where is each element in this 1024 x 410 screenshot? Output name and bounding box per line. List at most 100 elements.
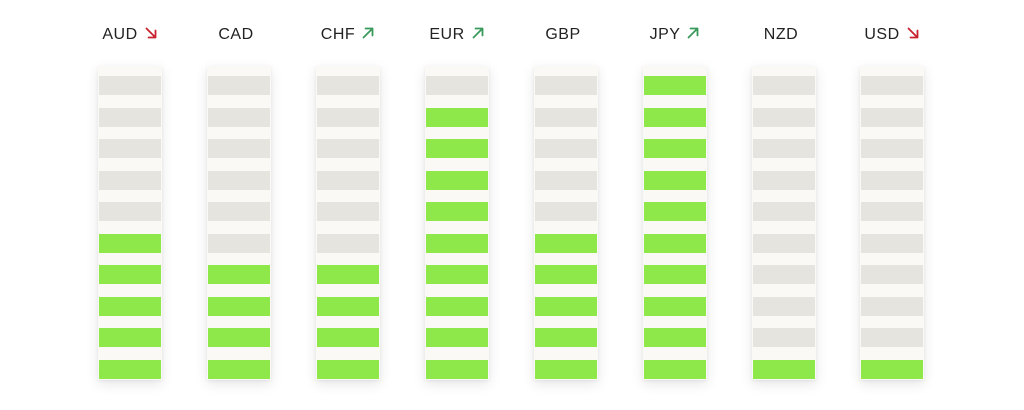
strength-segment-inactive — [208, 108, 270, 127]
strength-segment-active — [426, 171, 488, 190]
currency-header: CHF — [286, 24, 410, 46]
strength-segment-inactive — [317, 76, 379, 95]
strength-segment-inactive — [535, 108, 597, 127]
strength-bar — [860, 66, 924, 380]
strength-segment-active — [426, 139, 488, 158]
strength-bar — [534, 66, 598, 380]
currency-column-gbp: GBP — [534, 0, 598, 410]
currency-header: JPY — [613, 24, 737, 46]
strength-segment-active — [208, 265, 270, 284]
strength-segment-inactive — [753, 234, 815, 253]
strength-segment-inactive — [208, 76, 270, 95]
strength-segment-inactive — [861, 328, 923, 347]
strength-segment-inactive — [753, 76, 815, 95]
strength-segment-active — [208, 328, 270, 347]
strength-segment-active — [99, 265, 161, 284]
strength-segment-inactive — [753, 171, 815, 190]
currency-header: EUR — [395, 24, 519, 46]
strength-segment-active — [317, 297, 379, 316]
strength-segment-inactive — [535, 171, 597, 190]
strength-segment-active — [426, 108, 488, 127]
strength-bar — [752, 66, 816, 380]
currency-column-cad: CAD — [207, 0, 271, 410]
strength-segment-inactive — [753, 202, 815, 221]
strength-segment-inactive — [861, 76, 923, 95]
currency-column-chf: CHF — [316, 0, 380, 410]
strength-segment-active — [644, 328, 706, 347]
strength-segment-inactive — [317, 139, 379, 158]
currency-column-nzd: NZD — [752, 0, 816, 410]
currency-code: NZD — [763, 26, 799, 43]
strength-segment-active — [644, 202, 706, 221]
strength-segment-inactive — [861, 108, 923, 127]
strength-segment-inactive — [861, 234, 923, 253]
strength-segment-inactive — [753, 139, 815, 158]
strength-segment-active — [426, 202, 488, 221]
strength-segment-active — [426, 265, 488, 284]
strength-segment-inactive — [426, 76, 488, 95]
strength-segment-active — [535, 265, 597, 284]
strength-segment-active — [535, 360, 597, 379]
currency-column-jpy: JPY — [643, 0, 707, 410]
strength-segment-inactive — [535, 139, 597, 158]
currency-code: USD — [864, 26, 900, 43]
strength-segment-inactive — [317, 234, 379, 253]
strength-segment-active — [208, 297, 270, 316]
strength-segment-inactive — [535, 76, 597, 95]
currency-column-aud: AUD — [98, 0, 162, 410]
strength-segment-inactive — [753, 265, 815, 284]
strength-bar — [316, 66, 380, 380]
currency-column-usd: USD — [860, 0, 924, 410]
strength-segment-active — [644, 76, 706, 95]
currency-code: JPY — [649, 26, 681, 43]
strength-segment-active — [644, 171, 706, 190]
strength-segment-inactive — [861, 297, 923, 316]
strength-segment-active — [99, 234, 161, 253]
currency-code: AUD — [102, 26, 138, 43]
currency-code: CAD — [218, 26, 254, 43]
strength-segment-active — [644, 234, 706, 253]
strength-segment-inactive — [861, 171, 923, 190]
strength-segment-active — [535, 328, 597, 347]
strength-segment-active — [535, 234, 597, 253]
strength-bar — [207, 66, 271, 380]
strength-segment-active — [644, 360, 706, 379]
currency-header: CAD — [177, 24, 301, 46]
strength-segment-active — [99, 360, 161, 379]
strength-segment-inactive — [208, 234, 270, 253]
strength-segment-inactive — [317, 202, 379, 221]
strength-segment-active — [535, 297, 597, 316]
strength-segment-inactive — [208, 139, 270, 158]
trend-slot — [471, 26, 485, 45]
trend-slot — [144, 26, 158, 45]
strength-segment-active — [426, 297, 488, 316]
strength-segment-inactive — [99, 139, 161, 158]
trend-slot — [906, 26, 920, 45]
currency-header: NZD — [722, 24, 846, 46]
arrow-down-right-icon — [907, 27, 919, 38]
currency-header: AUD — [68, 24, 192, 46]
strength-segment-active — [426, 360, 488, 379]
strength-segment-active — [99, 328, 161, 347]
currency-code: EUR — [429, 26, 465, 43]
arrow-up-right-icon — [472, 27, 484, 38]
trend-slot — [686, 26, 700, 45]
strength-segment-active — [644, 108, 706, 127]
currency-code: CHF — [320, 26, 356, 43]
strength-segment-inactive — [208, 171, 270, 190]
strength-segment-active — [317, 328, 379, 347]
currency-column-eur: EUR — [425, 0, 489, 410]
arrow-down-right-icon — [145, 27, 157, 38]
strength-segment-inactive — [861, 202, 923, 221]
strength-segment-inactive — [861, 139, 923, 158]
strength-segment-active — [426, 234, 488, 253]
currency-code: GBP — [545, 26, 581, 43]
strength-segment-active — [317, 360, 379, 379]
strength-segment-active — [753, 360, 815, 379]
strength-segment-active — [426, 328, 488, 347]
strength-segment-inactive — [317, 108, 379, 127]
arrow-up-right-icon — [688, 27, 699, 38]
strength-bar — [643, 66, 707, 380]
strength-segment-inactive — [99, 108, 161, 127]
